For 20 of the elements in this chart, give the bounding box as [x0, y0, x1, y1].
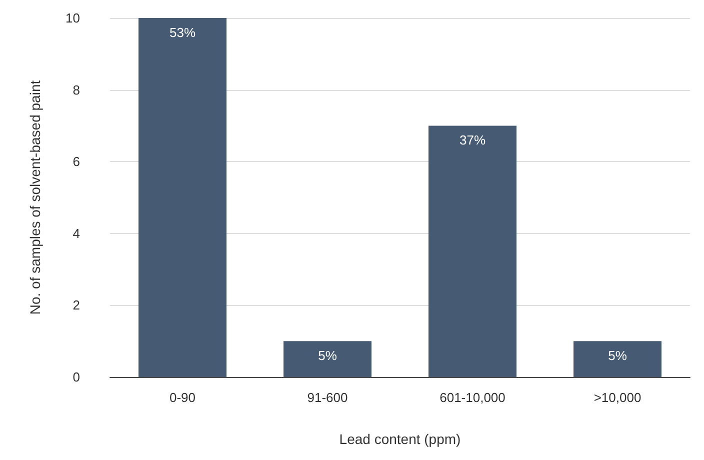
- x-axis-title: Lead content (ppm): [339, 431, 461, 447]
- annotation: 5%: [608, 348, 628, 364]
- bar: [284, 341, 372, 377]
- x-tick-label: >10,000: [594, 390, 642, 405]
- x-tick-label: 601-10,000: [440, 390, 506, 405]
- y-tick-label: 0: [72, 370, 80, 384]
- y-tick-label: 4: [72, 226, 80, 241]
- annotation: 5%: [318, 348, 338, 364]
- annotation: 53%: [169, 25, 196, 40]
- y-tick-label: 10: [66, 10, 80, 26]
- x-tick-label: 91-600: [307, 390, 348, 405]
- y-axis-title: No. of samples of solvent-based paint: [27, 80, 43, 315]
- annotation: 37%: [459, 132, 486, 148]
- y-tick-label: 6: [72, 154, 80, 170]
- bar: [138, 18, 226, 377]
- bar: [428, 126, 516, 377]
- y-tick-label: 2: [72, 298, 80, 313]
- bar: [574, 341, 662, 377]
- x-tick-label: 0-90: [169, 390, 196, 405]
- y-tick-label: 8: [72, 82, 80, 98]
